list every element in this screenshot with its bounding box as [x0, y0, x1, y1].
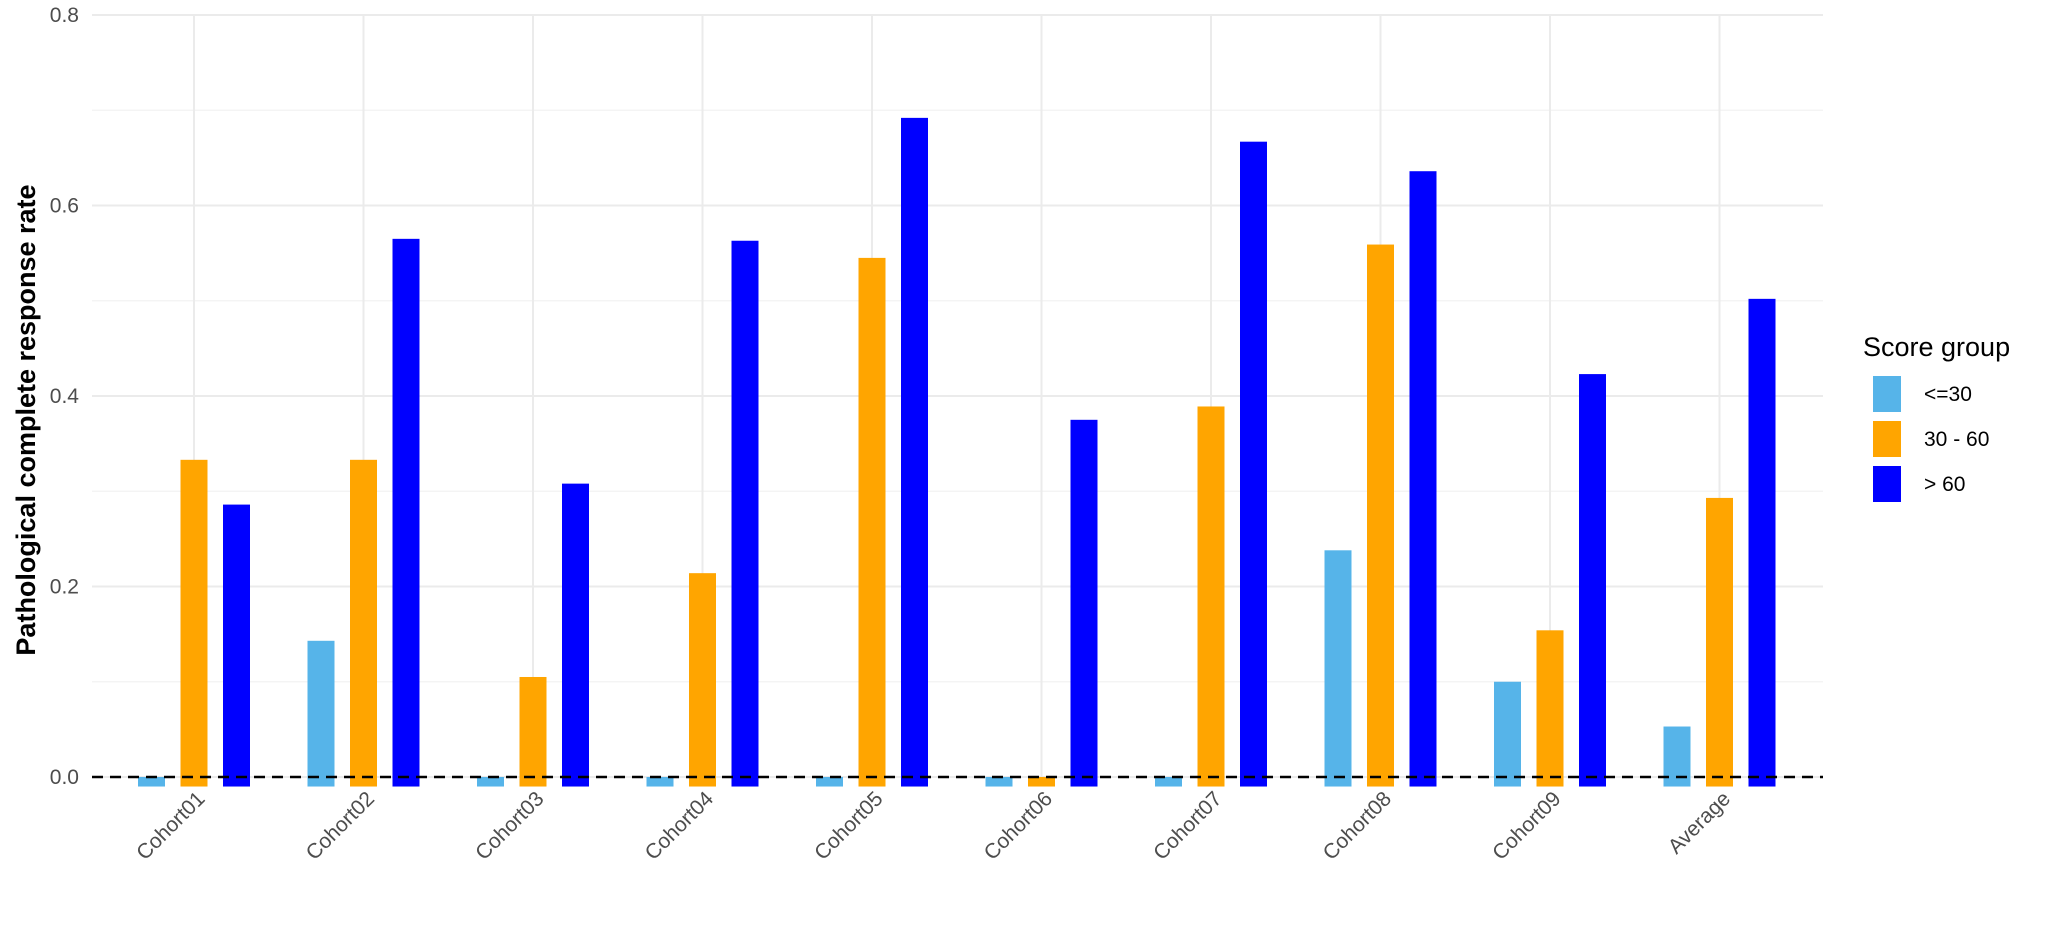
x-tick-label: Cohort04: [641, 787, 719, 865]
bar: [1240, 141, 1267, 787]
x-tick-label: Cohort01: [132, 787, 209, 864]
bar: [180, 459, 208, 787]
bar: [562, 483, 589, 787]
y-axis-ticks: 0.0 0.2 0.4 0.6 0.8: [50, 4, 80, 789]
bar: [1409, 171, 1437, 787]
bar: [1494, 681, 1521, 787]
legend-items: <=30 30 - 60 > 60: [1873, 376, 1989, 502]
bar: [985, 777, 1013, 787]
legend-swatch: [1873, 376, 1901, 412]
y-tick-label: 0.4: [50, 385, 80, 408]
x-axis-ticks: Cohort01 Cohort02 Cohort03 Cohort04 Cohort05…: [132, 787, 1735, 865]
bar: [307, 640, 335, 787]
legend-label: > 60: [1924, 473, 1965, 496]
bar: [1706, 497, 1733, 787]
y-tick-label: 0.0: [50, 766, 79, 789]
bar: [519, 676, 547, 787]
legend-title: Score group: [1863, 332, 2010, 362]
bar: [1028, 777, 1055, 787]
bars: [138, 117, 1776, 787]
bar: [1155, 777, 1182, 787]
y-tick-label: 0.8: [50, 4, 79, 27]
bar: [1367, 244, 1394, 787]
x-tick-label: Cohort03: [471, 787, 548, 864]
bar: [858, 257, 886, 787]
x-tick-label: Cohort08: [1319, 787, 1396, 864]
bar: [1324, 550, 1352, 787]
bar: [138, 777, 165, 787]
legend-label: <=30: [1924, 383, 1972, 406]
bar: [223, 504, 250, 787]
bar: [646, 777, 674, 787]
bar: [1536, 630, 1564, 787]
y-axis-title: Pathological complete response rate: [11, 184, 41, 655]
bar: [392, 238, 420, 787]
legend: Score group <=30 30 - 60 > 60: [1863, 332, 2010, 502]
bar: [901, 117, 928, 787]
x-tick-label: Cohort09: [1488, 787, 1565, 864]
bar: [1748, 298, 1776, 787]
x-tick-label: Cohort02: [302, 787, 379, 864]
legend-swatch: [1873, 466, 1901, 502]
legend-swatch: [1873, 421, 1901, 457]
bar: [1579, 374, 1606, 787]
bar: [731, 240, 759, 787]
bar: [350, 459, 377, 787]
y-tick-label: 0.2: [50, 576, 79, 599]
x-tick-label: Cohort06: [980, 787, 1057, 864]
bar: [689, 573, 716, 787]
x-tick-label: Cohort07: [1149, 787, 1226, 864]
bar: [1070, 419, 1098, 787]
y-tick-label: 0.6: [50, 195, 79, 218]
bar: [816, 777, 843, 787]
x-tick-label: Average: [1664, 787, 1735, 858]
minor-gridlines: [92, 109, 1823, 683]
bar: [1197, 406, 1225, 787]
bar: [477, 777, 504, 787]
x-tick-label: Cohort05: [810, 787, 887, 864]
legend-label: 30 - 60: [1924, 428, 1989, 451]
